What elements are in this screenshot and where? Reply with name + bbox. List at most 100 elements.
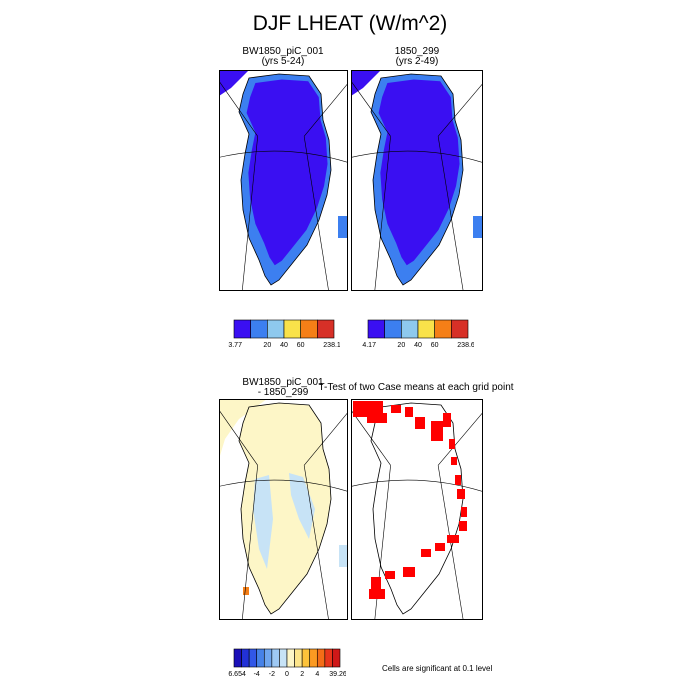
colorbar-box [451, 319, 469, 339]
colorbar-tick-label: 40 [414, 342, 422, 349]
significant-cell [403, 567, 415, 577]
significant-cell [415, 417, 425, 429]
map-field-corner [351, 70, 381, 96]
colorbar-box [279, 648, 288, 668]
map-frame [219, 70, 348, 291]
map-frame [351, 70, 483, 291]
colorbar-tick-label: 60 [297, 342, 305, 349]
map-field-corner [219, 399, 267, 459]
colorbar-box [271, 648, 280, 668]
map-panel-case1 [219, 70, 348, 291]
colorbar-box [283, 319, 301, 339]
colorbar-tick-label: 2 [300, 671, 304, 678]
colorbar-box [434, 319, 452, 339]
panel-case2-name: 1850_299 [394, 46, 440, 57]
colorbar-tick-label: 238.67 [457, 342, 474, 349]
colorbar-box [233, 648, 242, 668]
colorbar-tick-label: -3.77 [228, 342, 242, 349]
colorbar-tick-label: -36.654 [228, 671, 246, 678]
map-field-islands [339, 545, 348, 567]
panel-diff-line2: - 1850_299 [257, 387, 309, 398]
panel-diff-line1: BW1850_piC_001 [242, 377, 324, 388]
map-longitude-line [437, 412, 483, 466]
colorbar-box [324, 648, 333, 668]
map-longitude-line [437, 136, 464, 291]
significant-cell [449, 439, 455, 449]
colorbar-box [300, 319, 318, 339]
colorbar-box [241, 648, 250, 668]
panel-ttest-title: T-Test of two Case means at each grid po… [318, 382, 514, 393]
map-field-cell [243, 587, 249, 595]
significant-cell [455, 475, 461, 485]
map-panel-difference [219, 399, 348, 620]
colorbar-box [267, 319, 285, 339]
colorbar-tick-label: 238.14 [323, 342, 340, 349]
colorbar-box [250, 319, 268, 339]
colorbar-box [248, 648, 258, 668]
colorbar-box [263, 648, 273, 668]
colorbar-box [401, 319, 419, 339]
colorbar-tick-label: 60 [431, 342, 439, 349]
colorbar-case2: -4.17 20 40 60 238.67 [362, 319, 474, 349]
significant-cell [371, 577, 381, 589]
map-longitude-line [303, 83, 348, 137]
significance-note: Cells are significant at 0.1 level [382, 664, 493, 673]
colorbar-tick-label: 0 [285, 671, 289, 678]
map-longitude-line [303, 412, 348, 466]
figure-title: DJF LHEAT (W/m^2) [252, 12, 448, 35]
significant-cell [405, 407, 413, 417]
map-longitude-line [303, 465, 329, 620]
significant-cell [369, 589, 385, 599]
panel-case2-title: 1850_299 (yrs 2-49) [351, 47, 483, 67]
colorbar-box [286, 648, 295, 668]
significant-cell [461, 507, 467, 517]
colorbar-box [317, 319, 335, 339]
map-panel-ttest [351, 399, 483, 620]
colorbar-box [367, 319, 385, 339]
colorbar-box [417, 319, 435, 339]
colorbar-tick-label: 20 [263, 342, 271, 349]
map-longitude-line [374, 136, 391, 291]
significant-cell [421, 549, 431, 557]
colorbar-tick-label: -2 [269, 671, 275, 678]
panel-case1-title: BW1850_piC_001 (yrs 5-24) [219, 47, 347, 67]
significant-cell [367, 413, 387, 423]
map-longitude-line [351, 80, 391, 137]
significant-cell [457, 489, 465, 499]
map-coastline [370, 73, 464, 286]
map-field-negative [253, 475, 273, 569]
colorbar-box [384, 319, 402, 339]
colorbar-tick-label: 4 [315, 671, 319, 678]
map-coastline [238, 402, 332, 615]
map-longitude-line [351, 409, 391, 466]
significant-cell [459, 521, 467, 531]
map-panel-case2 [351, 70, 483, 291]
colorbar-box [332, 648, 341, 668]
colorbar-box [309, 648, 318, 668]
panel-case1-name: BW1850_piC_001 [242, 46, 324, 57]
panel-case1-years: (yrs 5-24) [261, 56, 305, 67]
map-field-negative [289, 473, 315, 539]
colorbar-tick-label: -4 [254, 671, 260, 678]
map-field-islands [473, 216, 483, 238]
map-frame [351, 399, 483, 620]
significant-cell [443, 413, 451, 427]
colorbar-tick-label: 20 [397, 342, 405, 349]
colorbar-box [233, 319, 251, 339]
colorbar-tick-label: -4.17 [362, 342, 376, 349]
colorbar-box [301, 648, 311, 668]
map-frame [219, 399, 348, 620]
significant-cell [385, 571, 395, 579]
map-field-interior [246, 79, 328, 266]
panel-case2-years: (yrs 2-49) [395, 56, 439, 67]
map-longitude-line [437, 83, 483, 137]
significant-cell [431, 421, 443, 441]
colorbar-tick-label: 40 [280, 342, 288, 349]
significant-cell [447, 535, 459, 543]
significant-cell [451, 457, 457, 465]
map-field-corner [219, 70, 249, 96]
map-longitude-line [241, 465, 258, 620]
colorbar-difference: -36.654 -4 -2 0 2 4 39.261 [228, 648, 346, 678]
colorbar-tick-label: 39.261 [329, 671, 346, 678]
significant-cell [435, 543, 445, 551]
